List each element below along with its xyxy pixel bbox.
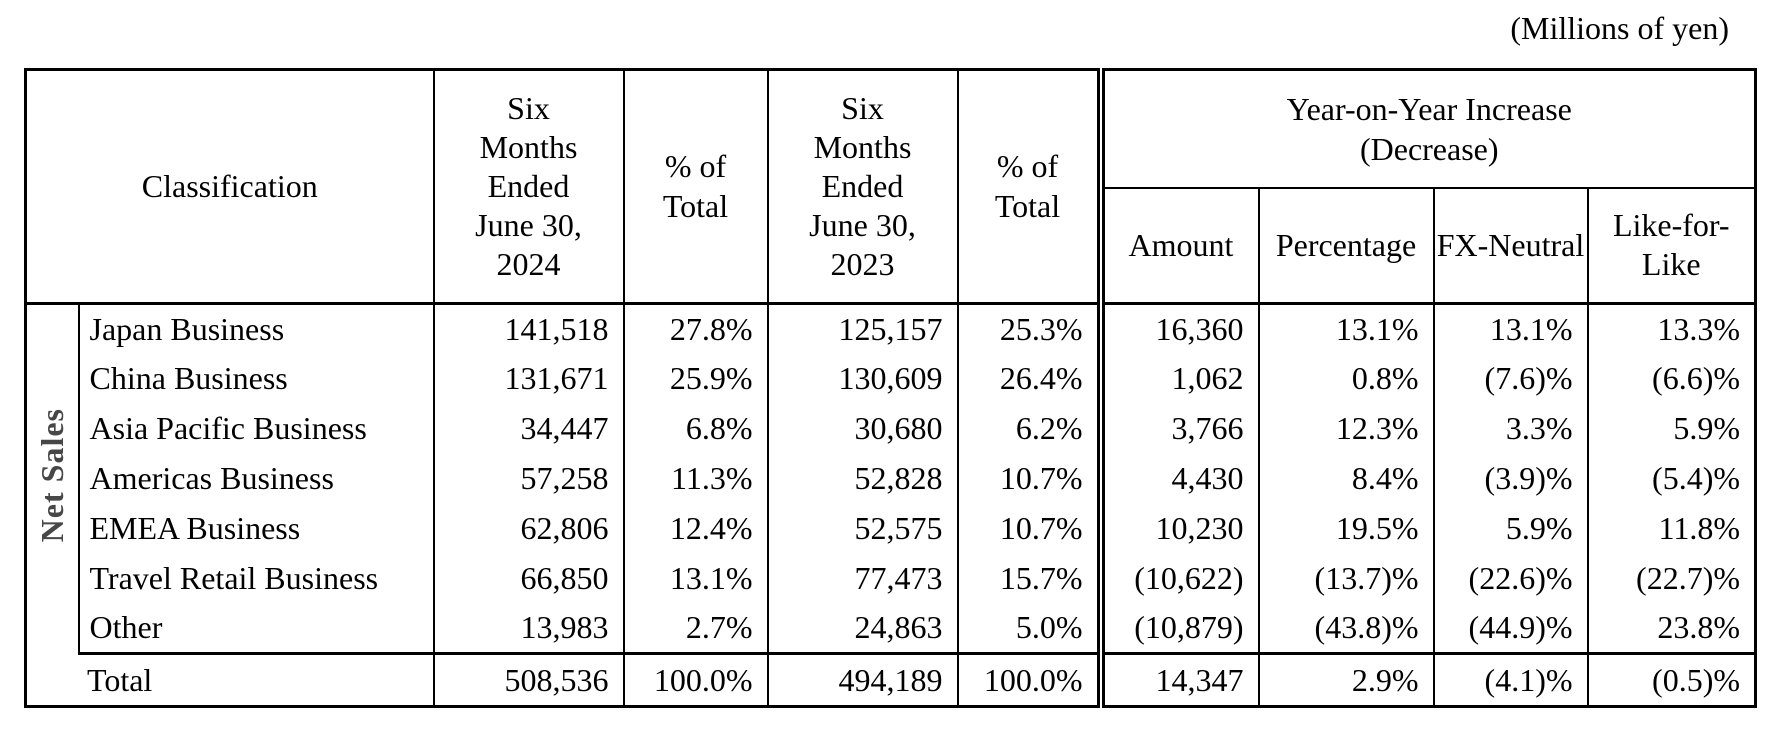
net-sales-group-label: Net Sales [33,408,70,543]
yoy-fx-neutral: 3.3% [1432,403,1589,454]
yoy-fx-neutral: 13.1% [1432,303,1589,354]
total-net-sales-2024: 508,536 [432,653,625,707]
pct-of-total-2024: 12.4% [622,503,769,554]
table-row: Net Sales Japan Business 141,518 27.8% 125,1… [24,303,1757,654]
unit-note: (Millions of yen) [1510,10,1729,46]
net-sales-2024: 141,518 [432,303,625,354]
net-sales-2023: 52,828 [766,453,959,504]
table-row: Other 13,983 2.7% 24,863 5.0% (10,879) (43.8)%… [26,603,1757,655]
pct-of-total-2023: 5.0% [956,603,1102,655]
table-row: Americas Business 57,258 11.3% 52,828 10.7% 4… [26,453,1757,504]
yoy-percentage: 12.3% [1257,403,1435,454]
yoy-fx-neutral: (3.9)% [1432,453,1589,504]
yoy-amount: 16,360 [1096,303,1260,354]
header-pct-total-2024: % of Total [622,68,769,305]
business-name: China Business [77,353,435,404]
yoy-percentage: 8.4% [1257,453,1435,504]
yoy-amount: 3,766 [1096,403,1260,454]
header-yoy-percentage: Percentage [1257,186,1435,305]
net-sales-2023: 30,680 [766,403,959,454]
yoy-amount: 1,062 [1096,353,1260,404]
row-group-cell: Net Sales [24,303,80,654]
pct-of-total-2023: 10.7% [956,503,1102,554]
net-sales-2024: 34,447 [432,403,625,454]
yoy-amount: (10,622) [1096,553,1260,604]
business-name: Japan Business [77,303,435,354]
total-pct-2023: 100.0% [956,653,1102,707]
yoy-like-for-like: 5.9% [1586,403,1757,454]
total-yoy-fx-neutral: (4.1)% [1432,653,1589,707]
yoy-amount: (10,879) [1096,603,1260,655]
yoy-fx-neutral: 5.9% [1432,503,1589,554]
header-classification: Classification [24,68,435,305]
net-sales-table: Classification Six Months Ended June 30,… [24,68,1757,708]
header-period-2024: Six Months Ended June 30, 2024 [432,68,625,305]
business-name: Travel Retail Business [77,553,435,604]
header-yoy-group: Year-on-Year Increase (Decrease) [1096,68,1757,189]
pct-of-total-2023: 6.2% [956,403,1102,454]
total-label: Total [24,653,435,707]
yoy-like-for-like: 23.8% [1586,603,1757,655]
net-sales-2024: 13,983 [432,603,625,655]
yoy-fx-neutral: (22.6)% [1432,553,1589,604]
net-sales-2023: 24,863 [766,603,959,655]
table-row: China Business 131,671 25.9% 130,609 26.4% 1,… [26,353,1757,404]
header-yoy-amount: Amount [1096,186,1260,305]
yoy-amount: 4,430 [1096,453,1260,504]
business-name: Other [77,603,435,655]
yoy-like-for-like: (5.4)% [1586,453,1757,504]
net-sales-2024: 66,850 [432,553,625,604]
yoy-percentage: 0.8% [1257,353,1435,404]
pct-of-total-2024: 27.8% [622,303,769,354]
business-name: EMEA Business [77,503,435,554]
yoy-percentage: (13.7)% [1257,553,1435,604]
net-sales-2024: 57,258 [432,453,625,504]
total-pct-2024: 100.0% [622,653,769,707]
yoy-percentage: 13.1% [1257,303,1435,354]
pct-of-total-2024: 2.7% [622,603,769,655]
business-name: Americas Business [77,453,435,504]
yoy-fx-neutral: (7.6)% [1432,353,1589,404]
yoy-percentage: (43.8)% [1257,603,1435,655]
yoy-fx-neutral: (44.9)% [1432,603,1589,655]
pct-of-total-2023: 25.3% [956,303,1102,354]
yoy-amount: 10,230 [1096,503,1260,554]
header-yoy-group-text: Year-on-Year Increase (Decrease) [1286,90,1572,167]
pct-of-total-2024: 6.8% [622,403,769,454]
yoy-like-for-like: (6.6)% [1586,353,1757,404]
net-sales-2023: 125,157 [766,303,959,354]
total-yoy-like-for-like: (0.5)% [1586,653,1757,707]
total-net-sales-2023: 494,189 [766,653,959,707]
table-row: EMEA Business 62,806 12.4% 52,575 10.7% 10,23… [26,503,1757,554]
pct-of-total-2023: 26.4% [956,353,1102,404]
pct-of-total-2023: 10.7% [956,453,1102,504]
pct-of-total-2024: 13.1% [622,553,769,604]
header-yoy-fx-neutral: FX-Neutral [1432,186,1589,305]
business-name: Asia Pacific Business [77,403,435,454]
table-row: Asia Pacific Business 34,447 6.8% 30,680 6.2… [26,403,1757,454]
total-yoy-percentage: 2.9% [1257,653,1435,707]
net-sales-2024: 131,671 [432,353,625,404]
yoy-like-for-like: (22.7)% [1586,553,1757,604]
header-pct-total-2023: % of Total [956,68,1102,305]
yoy-like-for-like: 11.8% [1586,503,1757,554]
net-sales-2023: 77,473 [766,553,959,604]
pct-of-total-2024: 25.9% [622,353,769,404]
yoy-like-for-like: 13.3% [1586,303,1757,354]
header-yoy-like-for-like: Like-for-Like [1586,186,1757,305]
table-row: Travel Retail Business 66,850 13.1% 77,473 1… [26,553,1757,604]
net-sales-2024: 62,806 [432,503,625,554]
header-row-1: Classification Six Months Ended June 30,… [24,68,1757,305]
net-sales-2023: 130,609 [766,353,959,404]
yoy-percentage: 19.5% [1257,503,1435,554]
total-yoy-amount: 14,347 [1096,653,1260,707]
net-sales-2023: 52,575 [766,503,959,554]
pct-of-total-2023: 15.7% [956,553,1102,604]
table-body: Net Sales Japan Business 141,518 27.8% 125,1… [24,303,1757,655]
header-row-2: Amount Percentage FX-Neutral Like-for-Li… [26,186,1757,305]
header-period-2023: Six Months Ended June 30, 2023 [766,68,959,305]
pct-of-total-2024: 11.3% [622,453,769,504]
total-row: Total 508,536 100.0% 494,189 100.0% 14,3… [24,653,1757,707]
